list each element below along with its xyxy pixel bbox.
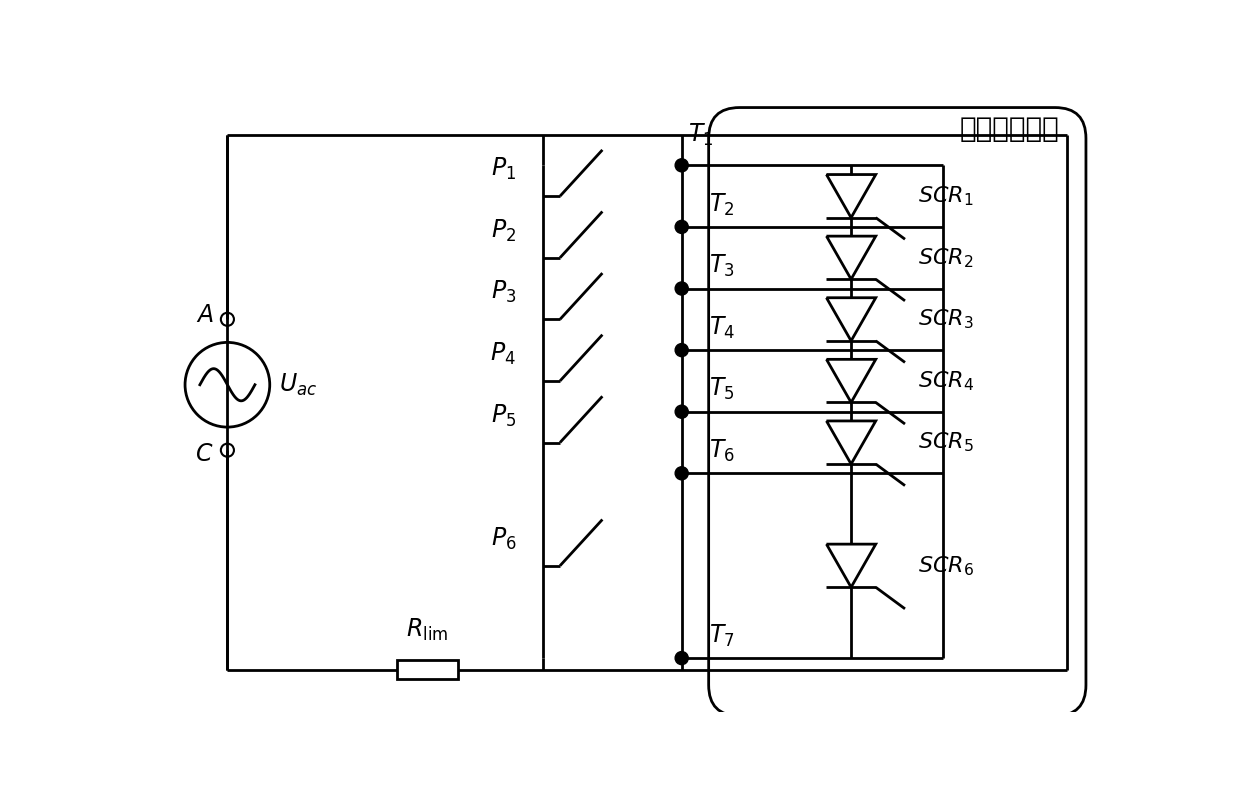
Text: $T_2$: $T_2$	[708, 191, 734, 218]
Text: $A$: $A$	[196, 304, 213, 327]
Circle shape	[675, 651, 688, 665]
Circle shape	[675, 158, 688, 172]
Text: $T_6$: $T_6$	[708, 438, 734, 464]
Text: $T_5$: $T_5$	[708, 376, 734, 402]
Text: $R_{\mathrm{lim}}$: $R_{\mathrm{lim}}$	[407, 617, 449, 643]
Text: 串联晶闸管组: 串联晶闸管组	[960, 115, 1059, 143]
Text: $T_3$: $T_3$	[708, 253, 734, 279]
Text: $SCR_1$: $SCR_1$	[918, 184, 973, 208]
Text: $SCR_3$: $SCR_3$	[918, 307, 973, 331]
Text: $P_6$: $P_6$	[491, 526, 516, 552]
Text: $P_4$: $P_4$	[490, 341, 516, 367]
Bar	[397, 660, 459, 679]
Text: $SCR_5$: $SCR_5$	[918, 430, 973, 454]
Circle shape	[675, 405, 688, 418]
Text: $P_1$: $P_1$	[491, 156, 516, 182]
Text: $SCR_2$: $SCR_2$	[918, 246, 973, 270]
Circle shape	[675, 220, 688, 234]
Text: $T_4$: $T_4$	[708, 314, 734, 341]
Text: $P_5$: $P_5$	[491, 402, 516, 429]
Circle shape	[675, 466, 688, 480]
Text: $SCR_6$: $SCR_6$	[918, 554, 975, 578]
Text: $SCR_4$: $SCR_4$	[918, 369, 975, 393]
Circle shape	[675, 343, 688, 357]
Text: $T_1$: $T_1$	[688, 122, 713, 148]
Text: $P_3$: $P_3$	[491, 279, 516, 306]
Text: $C$: $C$	[195, 442, 213, 466]
Text: $U_{ac}$: $U_{ac}$	[279, 372, 317, 398]
FancyBboxPatch shape	[708, 107, 1086, 716]
Text: $P_2$: $P_2$	[491, 218, 516, 244]
Text: $T_7$: $T_7$	[708, 622, 734, 649]
Circle shape	[675, 282, 688, 295]
